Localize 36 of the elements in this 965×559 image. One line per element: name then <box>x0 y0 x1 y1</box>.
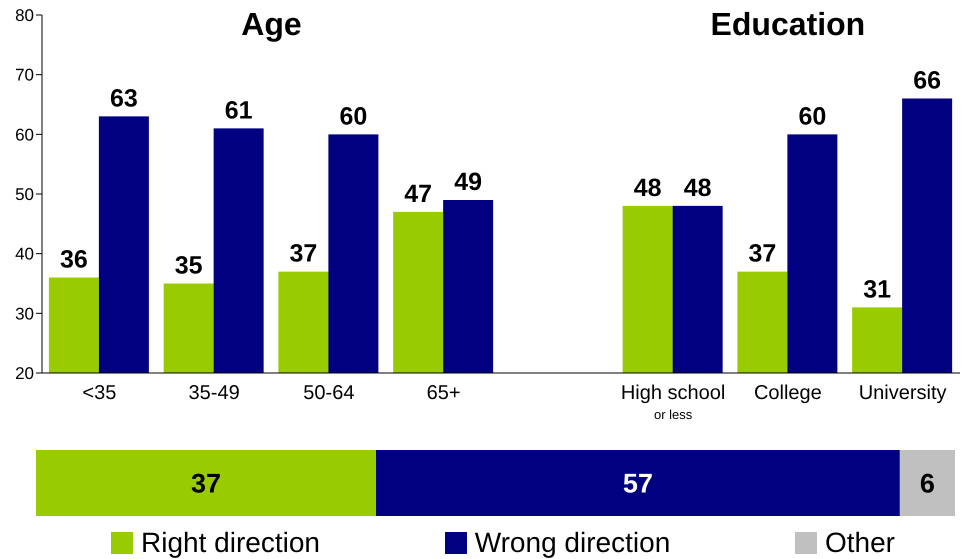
x-tick-label: College <box>754 382 822 404</box>
data-label: 6 <box>920 468 935 499</box>
y-tick-label: 40 <box>15 244 34 264</box>
legend-label: Right direction <box>141 527 320 559</box>
y-tick-label: 30 <box>15 304 34 324</box>
data-label: 61 <box>224 96 253 124</box>
y-tick-label: 80 <box>15 6 34 26</box>
data-label: 57 <box>622 468 653 499</box>
x-tick-label: 35-49 <box>188 382 240 404</box>
y-tick-label: 70 <box>15 66 34 85</box>
annotation: Education <box>710 6 866 42</box>
data-label: 35 <box>174 252 203 280</box>
x-tick-label: <35 <box>82 382 116 404</box>
data-label: 48 <box>634 174 662 202</box>
data-label: 48 <box>684 174 712 202</box>
x-tick-label: 50-64 <box>303 382 354 404</box>
annotation: Age <box>240 6 303 42</box>
data-label: 37 <box>289 240 318 268</box>
data-label: 60 <box>339 102 368 130</box>
y-tick-label: 60 <box>15 125 34 144</box>
data-label: 47 <box>404 180 432 208</box>
data-label: 36 <box>60 246 88 274</box>
legend-label: Other <box>824 527 895 559</box>
y-tick-label: 50 <box>15 185 34 204</box>
data-label: 60 <box>798 102 826 130</box>
data-label: 63 <box>110 84 138 112</box>
x-tick-label: High school or less <box>620 382 726 422</box>
legend-label: Wrong direction <box>474 527 670 559</box>
data-label: 49 <box>454 168 482 196</box>
x-tick-label: University <box>858 382 947 404</box>
data-label: 31 <box>863 275 892 304</box>
x-tick-label: 65+ <box>426 382 461 404</box>
data-label: 37 <box>190 468 222 499</box>
data-label: 37 <box>748 240 776 268</box>
y-tick-label: 20 <box>15 364 34 384</box>
data-label: 66 <box>913 66 942 95</box>
